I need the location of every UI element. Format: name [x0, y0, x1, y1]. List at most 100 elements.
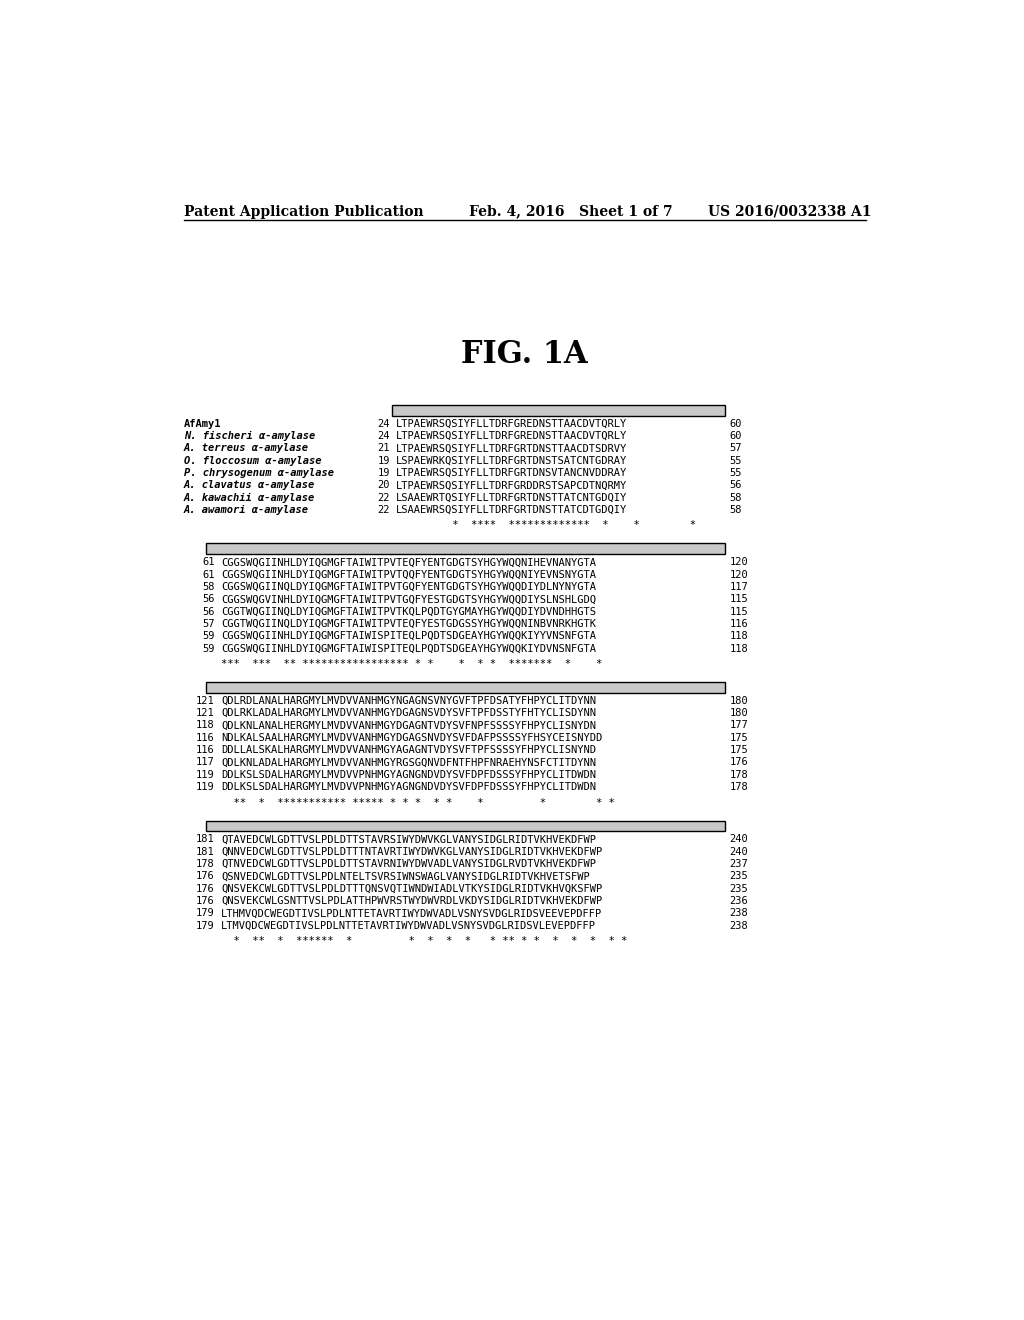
Text: 117: 117: [196, 758, 215, 767]
Text: LTPAEWRSQSIYFLLTDRFGRDDRSTSAPCDTNQRMY: LTPAEWRSQSIYFLLTDRFGRDDRSTSAPCDTNQRMY: [396, 480, 628, 490]
Text: 181: 181: [196, 834, 215, 845]
Text: QDLKNLANALHERGMYLMVDVVANHMGYDGAGNTVDYSVFNPFSSSSYFHPYCLISNYDN: QDLKNLANALHERGMYLMVDVVANHMGYDGAGNTVDYSVF…: [221, 721, 596, 730]
Text: ***  ***  ** ***************** * *    *  * *  *******  *    *: *** *** ** ***************** * * * * * *…: [221, 659, 602, 669]
Text: QTNVEDCWLGDTTVSLPDLDTTSTAVRNIWYDWVADLVANYSIDGLRVDTVKHVEKDFWP: QTNVEDCWLGDTTVSLPDLDTTSTAVRNIWYDWVADLVAN…: [221, 859, 596, 869]
Text: O. floccosum α-amylase: O. floccosum α-amylase: [183, 455, 322, 466]
Text: 22: 22: [378, 506, 390, 515]
Text: 55: 55: [729, 469, 742, 478]
Bar: [206, 682, 725, 693]
Text: LTPAEWRSQSIYFLLTDRFGRTDNSVTANCNVDDRAY: LTPAEWRSQSIYFLLTDRFGRTDNSVTANCNVDDRAY: [396, 469, 628, 478]
Text: 240: 240: [729, 834, 749, 845]
Text: 176: 176: [196, 896, 215, 906]
Text: 116: 116: [729, 619, 749, 628]
Text: 24: 24: [378, 418, 390, 429]
Text: 176: 176: [196, 884, 215, 894]
Text: 57: 57: [203, 619, 215, 628]
Text: A. clavatus α-amylase: A. clavatus α-amylase: [183, 480, 315, 490]
Text: 59: 59: [203, 631, 215, 642]
Text: P. chrysogenum α-amylase: P. chrysogenum α-amylase: [183, 469, 334, 478]
Text: 24: 24: [378, 430, 390, 441]
Text: DDLKSLSDALHARGMYLMVDVVPNHMGYAGNGNDVDYSVFDPFDSSSYFHPYCLITDWDN: DDLKSLSDALHARGMYLMVDVVPNHMGYAGNGNDVDYSVF…: [221, 770, 596, 780]
Text: 58: 58: [729, 492, 742, 503]
Text: 22: 22: [378, 492, 390, 503]
Text: 57: 57: [729, 444, 742, 453]
Text: *  ****  *************  *    *        *: * **** ************* * * *: [396, 520, 696, 531]
Text: QDLRKLADALHARGMYLMVDVVANHMGYDGAGNSVDYSVFTPFDSSTYFHTYCLISDYNN: QDLRKLADALHARGMYLMVDVVANHMGYDGAGNSVDYSVF…: [221, 708, 596, 718]
Text: Patent Application Publication: Patent Application Publication: [183, 205, 424, 219]
Text: 19: 19: [378, 469, 390, 478]
Text: LSAAEWRTQSIYFLLTDRFGRTDNSTTATCNTGDQIY: LSAAEWRTQSIYFLLTDRFGRTDNSTTATCNTGDQIY: [396, 492, 628, 503]
Text: LSAAEWRSQSIYFLLTDRFGRTDNSTTATCDTGDQIY: LSAAEWRSQSIYFLLTDRFGRTDNSTTATCDTGDQIY: [396, 506, 628, 515]
Text: 116: 116: [196, 744, 215, 755]
Text: 120: 120: [729, 557, 749, 568]
Text: 121: 121: [196, 708, 215, 718]
Text: 56: 56: [729, 480, 742, 490]
Text: 56: 56: [203, 594, 215, 605]
Text: CGGSWQGIINHLDYIQGMGFTAIWITPVTEQFYENTGDGTSYHGYWQQNIHEVNANYGTA: CGGSWQGIINHLDYIQGMGFTAIWITPVTEQFYENTGDGT…: [221, 557, 596, 568]
Text: 175: 175: [729, 733, 749, 743]
Text: 178: 178: [729, 770, 749, 780]
Text: QTAVEDCWLGDTTVSLPDLDTTSTAVRSIWYDWVKGLVANYSIDGLRIDTVKHVEKDFWP: QTAVEDCWLGDTTVSLPDLDTTSTAVRSIWYDWVKGLVAN…: [221, 834, 596, 845]
Text: 55: 55: [729, 455, 742, 466]
Text: *  **  *  ******  *         *  *  *  *   * ** * *  *  *  *  * *: * ** * ****** * * * * * * ** * * * * * *…: [221, 936, 628, 946]
Text: QDLKNLADALHARGMYLMVDVVANHMGYRGSGQNVDFNTFHPFNRAEHYNSFCTITDYNN: QDLKNLADALHARGMYLMVDVVANHMGYRGSGQNVDFNTF…: [221, 758, 596, 767]
Text: 118: 118: [196, 721, 215, 730]
Text: 60: 60: [729, 430, 742, 441]
Text: 121: 121: [196, 696, 215, 706]
Text: 115: 115: [729, 594, 749, 605]
Text: AfAmy1: AfAmy1: [183, 418, 221, 429]
Text: QNSVEKCWLGDTTVSLPDLDTTTQNSVQTIWNDWIADLVTKYSIDGLRIDTVKHVQKSFWP: QNSVEKCWLGDTTVSLPDLDTTTQNSVQTIWNDWIADLVT…: [221, 884, 602, 894]
Text: 118: 118: [729, 644, 749, 653]
Text: 237: 237: [729, 859, 749, 869]
Text: 20: 20: [378, 480, 390, 490]
Text: 115: 115: [729, 607, 749, 616]
Text: CGGSWQGIINHLDYIQGMGFTAIWISPITEQLPQDTSDGEAYHGYWQQKIYYVNSNFGTA: CGGSWQGIINHLDYIQGMGFTAIWISPITEQLPQDTSDGE…: [221, 631, 596, 642]
Text: DDLKSLSDALHARGMYLMVDVVPNHMGYAGNGNDVDYSVFDPFDSSSYFHPYCLITDWDN: DDLKSLSDALHARGMYLMVDVVPNHMGYAGNGNDVDYSVF…: [221, 781, 596, 792]
Text: 58: 58: [203, 582, 215, 591]
Text: 56: 56: [203, 607, 215, 616]
Text: CGGSWQGIINQLDYIQGMGFTAIWITPVTGQFYENTGDGTSYHGYWQQDIYDLNYNYGTA: CGGSWQGIINQLDYIQGMGFTAIWITPVTGQFYENTGDGT…: [221, 582, 596, 591]
Text: A. terreus α-amylase: A. terreus α-amylase: [183, 444, 309, 453]
Text: 238: 238: [729, 908, 749, 919]
Text: Feb. 4, 2016   Sheet 1 of 7: Feb. 4, 2016 Sheet 1 of 7: [469, 205, 673, 219]
Text: 235: 235: [729, 884, 749, 894]
Text: CGGSWQGIINHLDYIQGMGFTAIWITPVTQQFYENTGDGTSYHGYWQQNIYEVNSNYGTA: CGGSWQGIINHLDYIQGMGFTAIWITPVTQQFYENTGDGT…: [221, 570, 596, 579]
Text: 178: 178: [196, 859, 215, 869]
Text: 176: 176: [196, 871, 215, 882]
Text: QNNVEDCWLGDTTVSLPDLDTTTNTAVRTIWYDWVKGLVANYSIDGLRIDTVKHVEKDFWP: QNNVEDCWLGDTTVSLPDLDTTTNTAVRTIWYDWVKGLVA…: [221, 847, 602, 857]
Text: 118: 118: [729, 631, 749, 642]
Text: 179: 179: [196, 908, 215, 919]
Text: 60: 60: [729, 418, 742, 429]
Text: 179: 179: [196, 921, 215, 931]
Text: LTPAEWRSQSIYFLLTDRFGREDNSTTAACDVTQRLY: LTPAEWRSQSIYFLLTDRFGREDNSTTAACDVTQRLY: [396, 430, 628, 441]
Text: 235: 235: [729, 871, 749, 882]
Text: CGGSWQGIINHLDYIQGMGFTAIWISPITEQLPQDTSDGEAYHGYWQQKIYDVNSNFGTA: CGGSWQGIINHLDYIQGMGFTAIWISPITEQLPQDTSDGE…: [221, 644, 596, 653]
Text: 120: 120: [729, 570, 749, 579]
Text: QNSVEKCWLGSNTTVSLPDLATTHPWVRSTWYDWVRDLVKDYSIDGLRIDTVKHVEKDFWP: QNSVEKCWLGSNTTVSLPDLATTHPWVRSTWYDWVRDLVK…: [221, 896, 602, 906]
Text: 19: 19: [378, 455, 390, 466]
Text: 61: 61: [203, 570, 215, 579]
Text: A. awamori α-amylase: A. awamori α-amylase: [183, 506, 309, 515]
Text: 119: 119: [196, 770, 215, 780]
Text: 180: 180: [729, 696, 749, 706]
Text: LTPAEWRSQSIYFLLTDRFGREDNSTTAACDVTQRLY: LTPAEWRSQSIYFLLTDRFGREDNSTTAACDVTQRLY: [396, 418, 628, 429]
Text: LSPAEWRKQSIYFLLTDRFGRTDNSTSATCNTGDRAY: LSPAEWRKQSIYFLLTDRFGRTDNSTSATCNTGDRAY: [396, 455, 628, 466]
Text: QDLRDLANALHARGMYLMVDVVANHMGYNGAGNSVNYGVFTPFDSATYFHPYCLITDYNN: QDLRDLANALHARGMYLMVDVVANHMGYNGAGNSVNYGVF…: [221, 696, 596, 706]
Text: 175: 175: [729, 744, 749, 755]
Text: LTHMVQDCWEGDTIVSLPDLNTTETAVRTIWYDWVADLVSNYSVDGLRIDSVEEVEPDFFP: LTHMVQDCWEGDTIVSLPDLNTTETAVRTIWYDWVADLVS…: [221, 908, 602, 919]
Text: **  *  *********** ***** * * *  * *    *         *        * *: ** * *********** ***** * * * * * * * * *: [221, 797, 614, 808]
Text: 178: 178: [729, 781, 749, 792]
Bar: [206, 544, 725, 554]
Text: US 2016/0032338 A1: US 2016/0032338 A1: [708, 205, 871, 219]
Text: 116: 116: [196, 733, 215, 743]
Text: 176: 176: [729, 758, 749, 767]
Text: 238: 238: [729, 921, 749, 931]
Text: CGGTWQGIINQLDYIQGMGFTAIWITPVTKQLPQDTGYGMAYHGYWQQDIYDVNDHHGTS: CGGTWQGIINQLDYIQGMGFTAIWITPVTKQLPQDTGYGM…: [221, 607, 596, 616]
Text: 240: 240: [729, 847, 749, 857]
Text: FIG. 1A: FIG. 1A: [462, 339, 588, 371]
Text: 236: 236: [729, 896, 749, 906]
Text: 180: 180: [729, 708, 749, 718]
Text: LTPAEWRSQSIYFLLTDRFGRTDNSTTAACDTSDRVY: LTPAEWRSQSIYFLLTDRFGRTDNSTTAACDTSDRVY: [396, 444, 628, 453]
Text: 58: 58: [729, 506, 742, 515]
Text: 119: 119: [196, 781, 215, 792]
